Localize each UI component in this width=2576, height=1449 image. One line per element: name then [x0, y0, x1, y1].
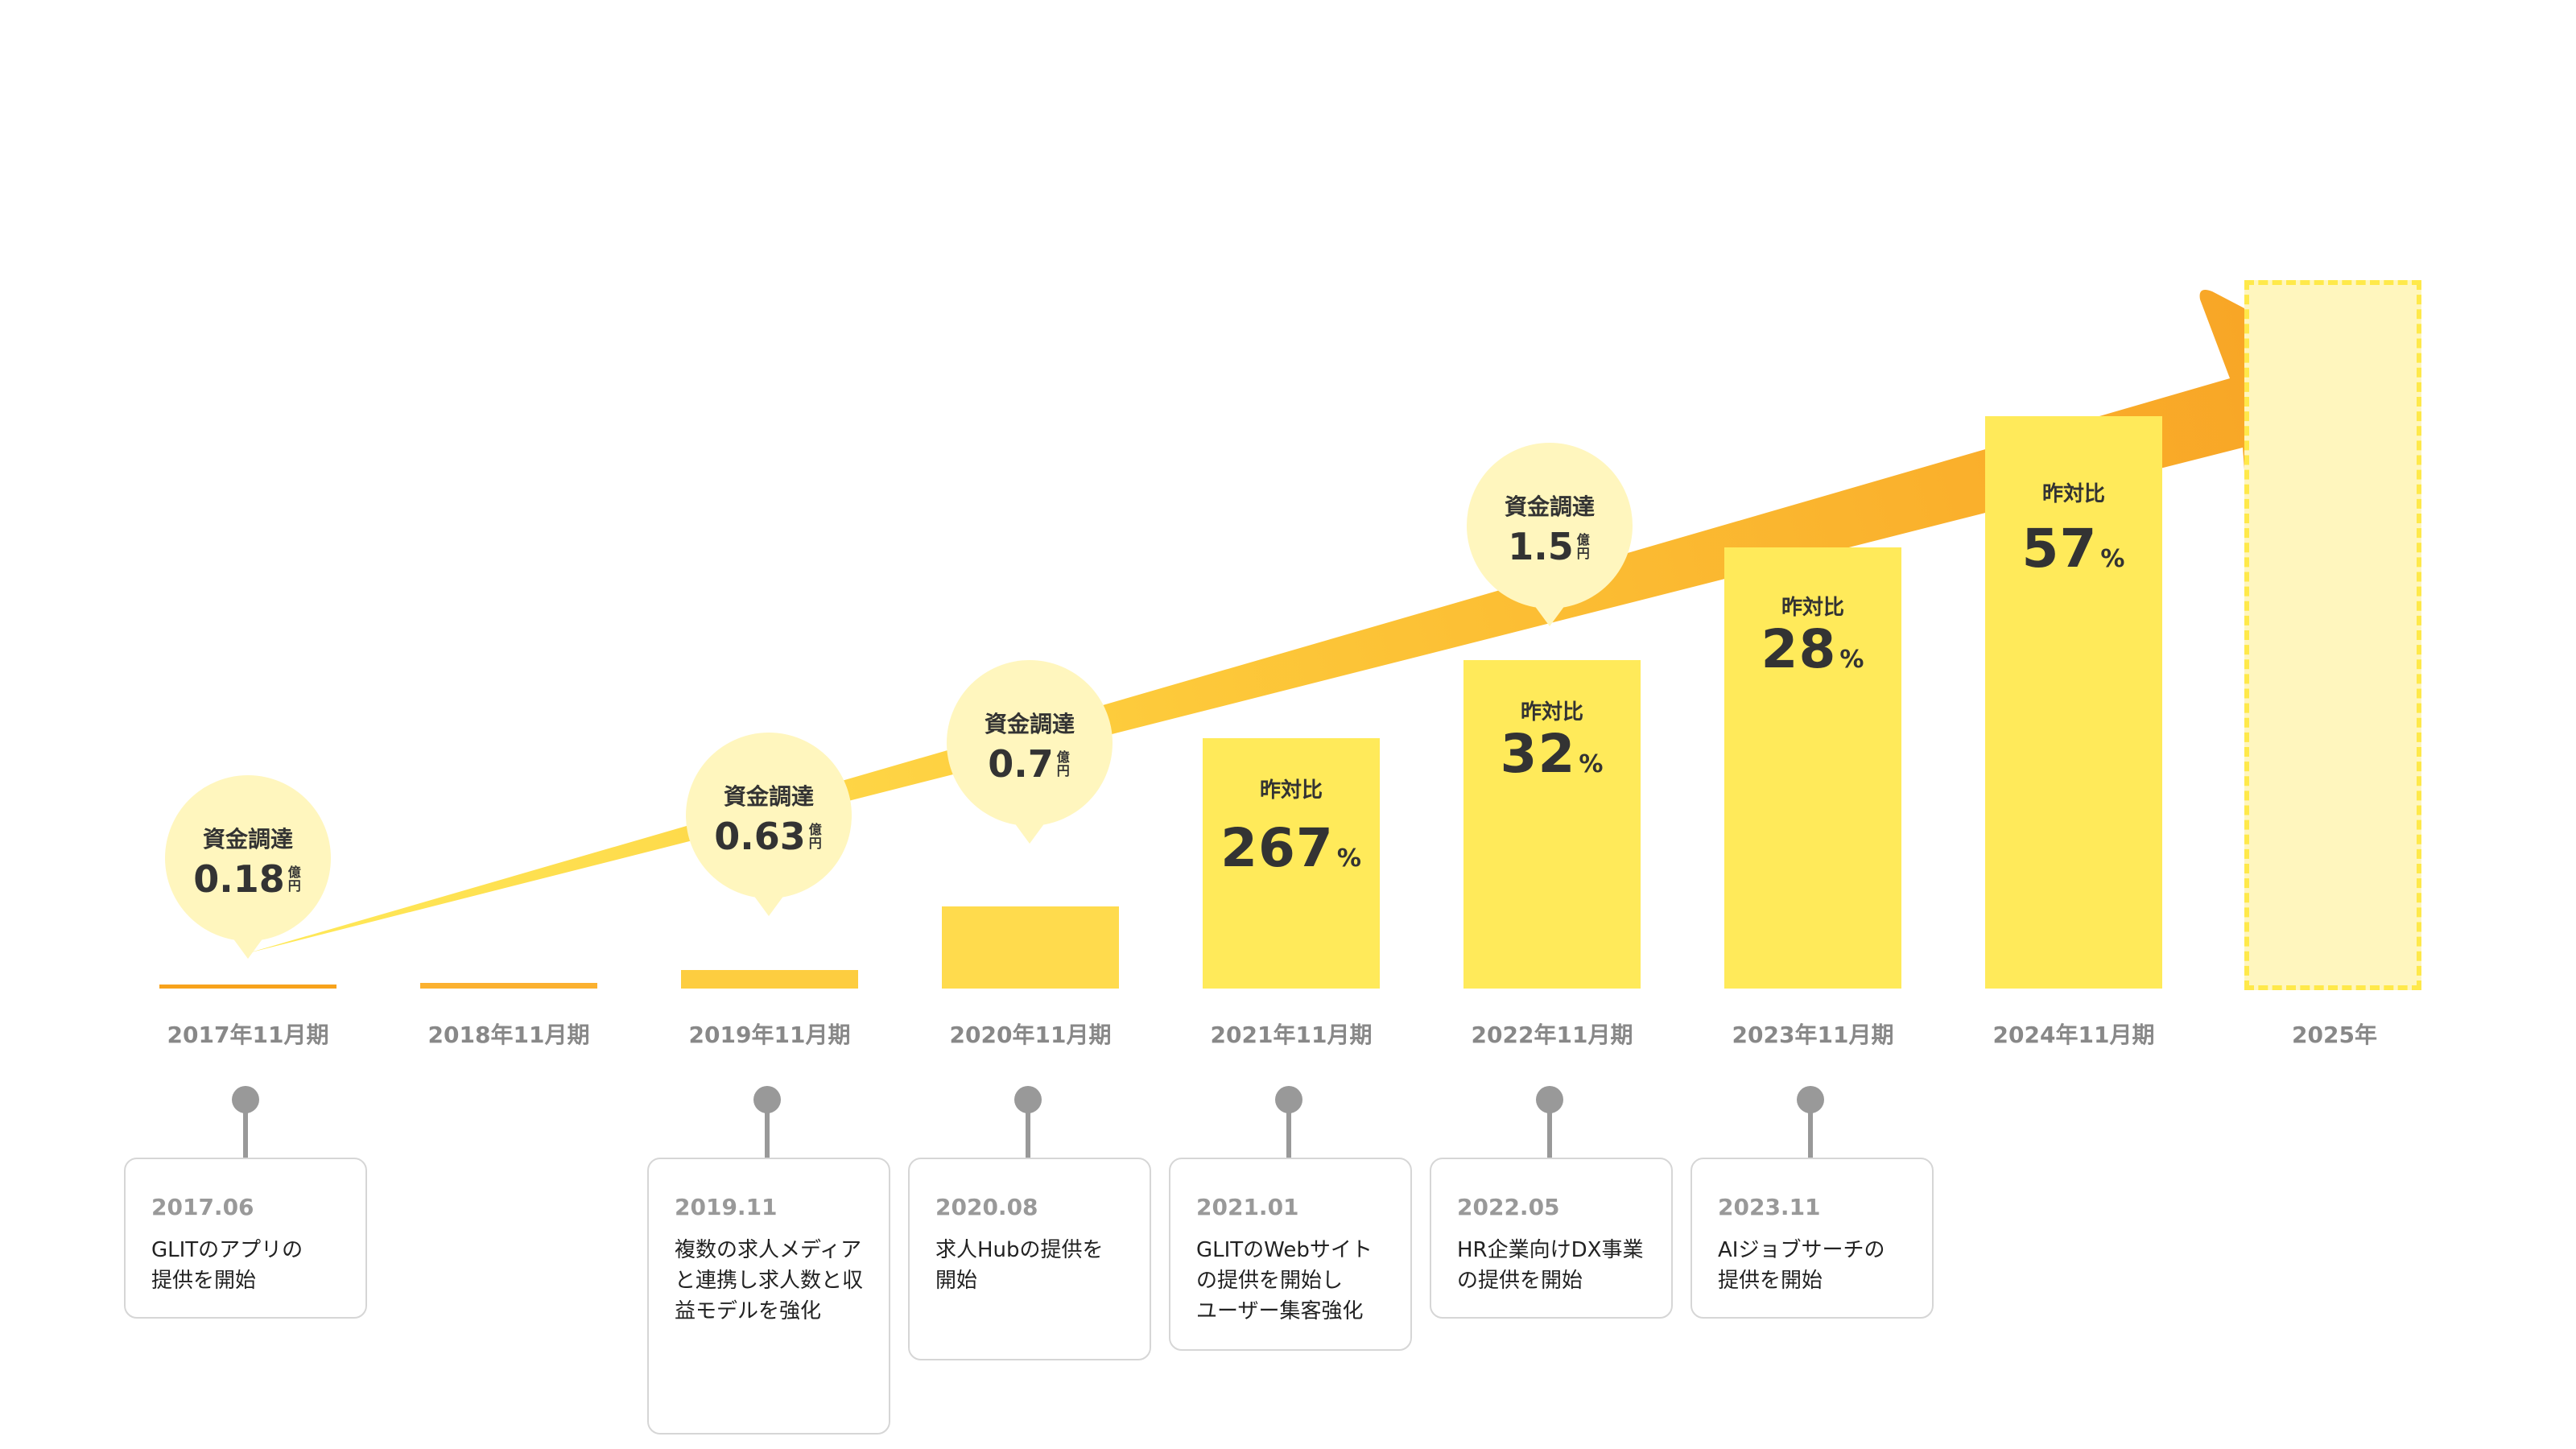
bubble-amount: 1.5 億円	[1508, 525, 1590, 568]
bubble-title: 資金調達	[202, 826, 293, 852]
bubble-title: 資金調達	[1504, 493, 1595, 520]
bar-2019	[681, 970, 858, 989]
milestone-card: 2022.05 HR企業向けDX事業 の提供を開始	[1430, 1158, 1673, 1319]
timeline-stem	[1026, 1103, 1030, 1159]
yoy-label: 昨対比	[1781, 596, 1844, 620]
bubble-amount: 0.63 億円	[714, 815, 822, 858]
yoy-label: 昨対比	[2041, 482, 2105, 506]
yoy-value: 28%	[1761, 618, 1865, 680]
bubble-title: 資金調達	[723, 783, 814, 810]
yoy-2022: 昨対比 32%	[1463, 700, 1641, 795]
yoy-2024: 昨対比 57%	[1985, 482, 2162, 589]
bar-2024: 昨対比 57%	[1985, 416, 2162, 989]
milestone-card: 2020.08 求人Hubの提供を開始	[908, 1158, 1151, 1360]
funding-bubble-2020: 資金調達 0.7 億円	[947, 660, 1113, 844]
period-label: 2017年11月期	[167, 1022, 329, 1048]
bubble-title: 資金調達	[984, 711, 1075, 737]
milestone-card: 2017.06 GLITのアプリの 提供を開始	[124, 1158, 367, 1319]
bar-2023: 昨対比 28%	[1724, 547, 1901, 989]
timeline-stem	[243, 1103, 248, 1159]
timeline-stem	[1286, 1103, 1291, 1159]
period-label: 2022年11月期	[1471, 1022, 1633, 1048]
milestone-text: GLITのアプリの 提供を開始	[151, 1238, 303, 1293]
bar-2017	[159, 985, 336, 989]
milestone-card: 2021.01 GLITのWebサイト の提供を開始し ユーザー集客強化	[1169, 1158, 1412, 1351]
milestone-date: 2019.11	[675, 1194, 778, 1220]
milestone-text: GLITのWebサイト の提供を開始し ユーザー集客強化	[1196, 1238, 1373, 1323]
timeline-stem	[765, 1103, 770, 1159]
funding-bubble-2019: 資金調達 0.63 億円	[686, 733, 852, 916]
timeline-stem	[1808, 1103, 1813, 1159]
period-label: 2019年11月期	[688, 1022, 851, 1048]
period-label: 2023年11月期	[1732, 1022, 1894, 1048]
yoy-value: 57%	[2021, 518, 2126, 580]
bar-2018	[420, 983, 597, 989]
period-label: 2021年11月期	[1210, 1022, 1373, 1048]
yoy-value: 267%	[1220, 817, 1362, 879]
yoy-value: 32%	[1500, 723, 1604, 785]
bubble-amount: 0.7 億円	[988, 742, 1070, 786]
bar-2022: 昨対比 32%	[1463, 660, 1641, 989]
milestone-date: 2017.06	[151, 1194, 254, 1220]
milestone-date: 2023.11	[1718, 1194, 1821, 1220]
milestone-card: 2023.11 AIジョブサーチの 提供を開始	[1690, 1158, 1934, 1319]
bubble-amount: 0.18 億円	[193, 857, 301, 901]
bar-2021: 昨対比 267%	[1203, 738, 1380, 989]
yoy-label: 昨対比	[1259, 778, 1323, 803]
bar-2020	[942, 906, 1119, 989]
yoy-2021: 昨対比 267%	[1203, 778, 1380, 889]
milestone-date: 2022.05	[1457, 1194, 1560, 1220]
period-label: 2020年11月期	[949, 1022, 1112, 1048]
timeline-stem	[1547, 1103, 1552, 1159]
bar-2025-projection	[2244, 280, 2421, 990]
milestone-text: HR企業向けDX事業 の提供を開始	[1457, 1238, 1644, 1293]
period-label: 2018年11月期	[427, 1022, 590, 1048]
milestone-text: 複数の求人メディアと連携し求人数と収益モデルを強化	[675, 1238, 864, 1323]
milestone-date: 2021.01	[1196, 1194, 1299, 1220]
funding-bubble-2022: 資金調達 1.5 億円	[1467, 443, 1633, 626]
yoy-label: 昨対比	[1520, 700, 1583, 724]
period-label: 2025年	[2292, 1022, 2377, 1048]
period-label: 2024年11月期	[1992, 1022, 2155, 1048]
milestone-text: 求人Hubの提供を開始	[935, 1238, 1104, 1293]
milestone-date: 2020.08	[935, 1194, 1038, 1220]
funding-bubble-2017: 資金調達 0.18 億円	[165, 775, 331, 959]
milestone-text: AIジョブサーチの 提供を開始	[1718, 1238, 1885, 1293]
yoy-2023: 昨対比 28%	[1724, 596, 1901, 690]
milestone-card: 2019.11 複数の求人メディアと連携し求人数と収益モデルを強化	[647, 1158, 890, 1435]
